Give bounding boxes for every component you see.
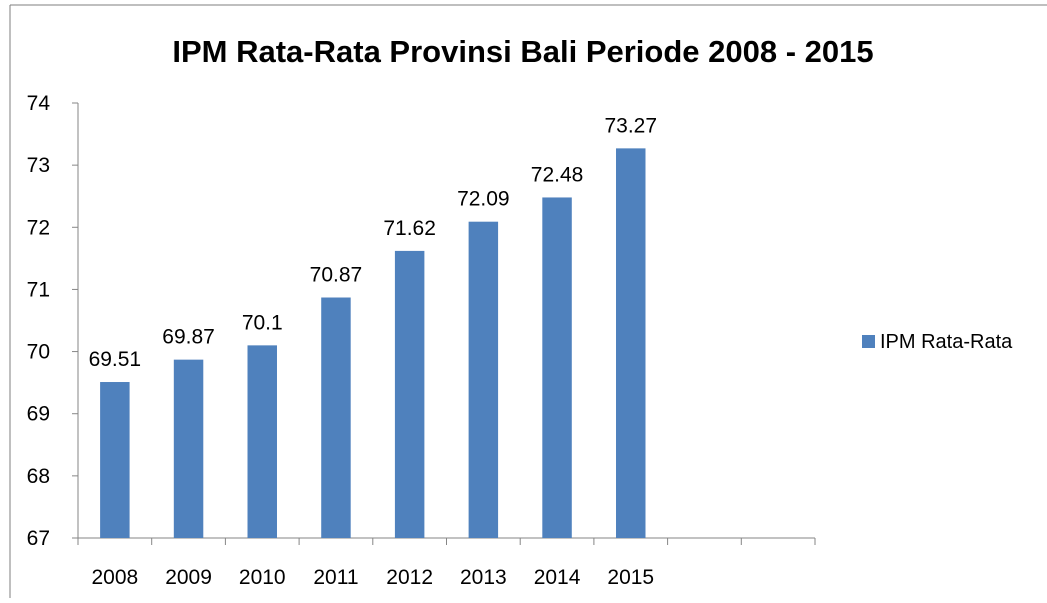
data-label: 73.27 [604, 114, 657, 137]
data-label: 69.51 [89, 348, 142, 371]
x-tick-label: 2014 [534, 566, 581, 589]
legend-label: IPM Rata-Rata [880, 331, 1013, 353]
data-label: 71.62 [383, 217, 436, 240]
bar [321, 297, 351, 538]
y-tick-label: 69 [27, 403, 50, 426]
x-tick-label: 2015 [607, 566, 654, 589]
bar [542, 197, 572, 538]
bar [173, 359, 204, 538]
bars [100, 148, 646, 538]
x-axis: 2008 2009 2010 2011 2012 2013 2014 2015 [77, 537, 816, 589]
y-tick-label: 71 [27, 278, 50, 301]
chart-title: IPM Rata-Rata Provinsi Bali Periode 2008… [172, 34, 873, 69]
bar [100, 382, 130, 538]
y-tick-label: 73 [27, 154, 50, 177]
bar [616, 148, 646, 538]
x-tick-label: 2013 [460, 566, 507, 589]
y-tick-label: 67 [27, 527, 50, 550]
data-label: 72.48 [531, 163, 584, 186]
data-label: 72.09 [457, 188, 510, 211]
bar [468, 221, 499, 538]
x-tick-label: 2012 [386, 566, 433, 589]
y-tick-label: 70 [27, 341, 50, 364]
y-axis: 67 68 69 70 71 72 73 74 [27, 92, 79, 550]
y-tick-label: 74 [27, 92, 51, 115]
y-tick-label: 68 [27, 465, 50, 488]
bar [394, 250, 425, 538]
legend: IPM Rata-Rata [862, 331, 1013, 353]
x-tick-label: 2009 [165, 566, 212, 589]
data-label: 70.87 [310, 264, 363, 287]
x-tick-label: 2011 [313, 566, 358, 589]
legend-swatch [862, 335, 875, 348]
y-tick-label: 72 [27, 216, 50, 239]
data-label: 69.87 [162, 326, 215, 349]
x-tick-label: 2010 [239, 566, 286, 589]
bar [247, 345, 277, 538]
data-label: 70.1 [242, 311, 283, 334]
x-tick-label: 2008 [91, 566, 138, 589]
data-labels: 69.51 69.87 70.1 70.87 71.62 72.09 72.48 73.27 [89, 114, 657, 371]
